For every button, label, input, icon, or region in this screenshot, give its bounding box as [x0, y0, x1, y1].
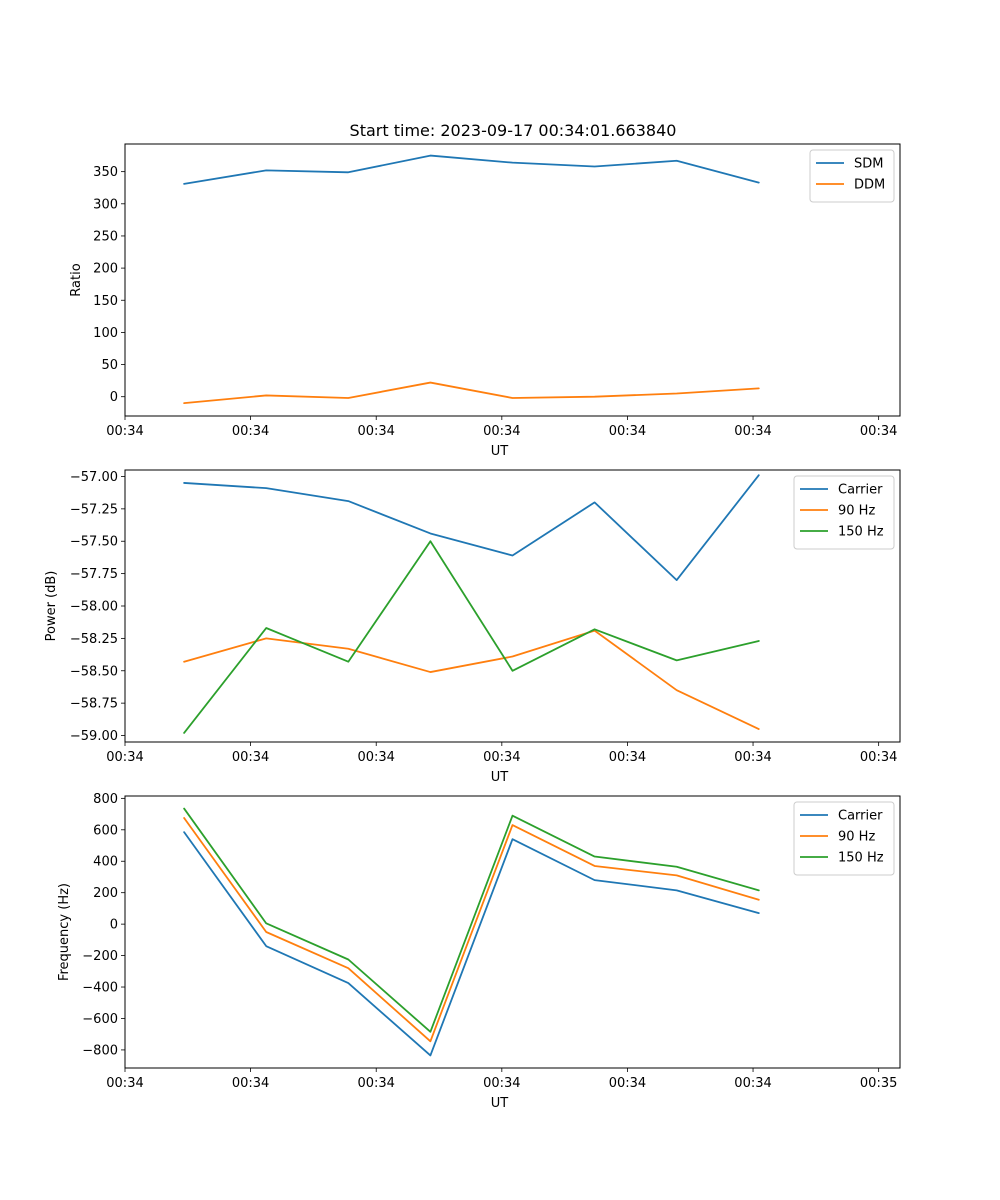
y-tick-label: 200: [93, 886, 118, 901]
y-tick-label: −57.25: [70, 502, 118, 517]
x-tick-label: 00:34: [734, 424, 771, 439]
y-tick-label: 0: [110, 918, 118, 933]
x-tick-label: 00:34: [483, 750, 520, 765]
x-tick-label: 00:34: [232, 424, 269, 439]
y-tick-label: 100: [93, 326, 118, 341]
x-axis-label: UT: [491, 770, 509, 785]
y-tick-label: −58.50: [70, 664, 118, 679]
y-tick-label: 0: [110, 390, 118, 405]
series-line-ddm: [183, 381, 760, 405]
series-line-carrier: [183, 474, 760, 581]
y-tick-label: −400: [82, 981, 118, 996]
y-tick-label: 400: [93, 855, 118, 870]
x-tick-label: 00:34: [483, 1076, 520, 1091]
x-tick-label: 00:34: [357, 424, 394, 439]
legend: SDM DDM: [809, 149, 895, 203]
y-tick-label: −600: [82, 1012, 118, 1027]
chart-title: Start time: 2023-09-17 00:34:01.663840: [350, 121, 677, 140]
x-tick-label: 00:34: [609, 1076, 646, 1091]
x-tick-label: 00:34: [106, 750, 143, 765]
x-tick-label: 00:34: [232, 750, 269, 765]
y-tick-label: −58.25: [70, 632, 118, 647]
y-tick-label: 150: [93, 294, 118, 309]
x-tick-label: 00:34: [106, 424, 143, 439]
x-axis-label: UT: [491, 1096, 509, 1111]
legend-label: Carrier: [838, 809, 883, 824]
panel-3: 00:34 00:34 00:34 00:34 00:34 00:34 00:35 −800 −…: [57, 792, 901, 1111]
y-tick-label: 300: [93, 197, 118, 212]
y-tick-label: −57.00: [70, 470, 118, 485]
y-tick-label: 350: [93, 165, 118, 180]
y-tick-label: 600: [93, 823, 118, 838]
x-tick-label: 00:34: [734, 1076, 771, 1091]
legend: Carrier 90 Hz 150 Hz: [793, 475, 895, 550]
y-tick-label: −59.00: [70, 729, 118, 744]
x-tick-label: 00:34: [609, 424, 646, 439]
legend-label: 150 Hz: [838, 851, 884, 866]
series-line-150-hz: [183, 540, 760, 734]
y-tick-label: 250: [93, 229, 118, 244]
y-tick-label: 800: [93, 792, 118, 807]
legend-label: 90 Hz: [838, 830, 875, 845]
y-axis-label: Power (dB): [44, 571, 59, 642]
series-line-carrier: [183, 831, 760, 1057]
y-tick-label: −58.75: [70, 697, 118, 712]
series-line-sdm: [183, 154, 760, 185]
y-tick-label: 50: [101, 358, 118, 373]
legend-label: 150 Hz: [838, 525, 884, 540]
legend-label: 90 Hz: [838, 504, 875, 519]
x-tick-label: 00:34: [357, 1076, 394, 1091]
panel-1: 00:34 00:34 00:34 00:34 00:34 00:34 00:34 0 50 10…: [69, 143, 901, 459]
panels: 00:34 00:34 00:34 00:34 00:34 00:34 00:34 0 50 10…: [44, 143, 901, 1111]
x-axis-label: UT: [491, 444, 509, 459]
x-tick-label: 00:34: [232, 1076, 269, 1091]
legend-label: Carrier: [838, 483, 883, 498]
y-tick-label: −57.75: [70, 567, 118, 582]
panel-2: 00:34 00:34 00:34 00:34 00:34 00:34 00:34 −59.0…: [44, 469, 901, 785]
x-tick-label: 00:34: [860, 424, 897, 439]
x-tick-label: 00:34: [860, 750, 897, 765]
x-tick-label: 00:34: [106, 1076, 143, 1091]
legend: Carrier 90 Hz 150 Hz: [793, 801, 895, 876]
y-tick-label: −57.50: [70, 535, 118, 550]
x-tick-label: 00:35: [860, 1076, 897, 1091]
series-line-150-hz: [183, 807, 760, 1033]
x-tick-label: 00:34: [483, 424, 520, 439]
y-axis-label: Frequency (Hz): [57, 883, 72, 981]
axes-frame: [124, 795, 901, 1069]
x-tick-label: 00:34: [609, 750, 646, 765]
x-tick-label: 00:34: [734, 750, 771, 765]
y-tick-label: −200: [82, 949, 118, 964]
y-tick-label: 200: [93, 262, 118, 277]
series-line-90-hz: [183, 817, 760, 1043]
legend-label: DDM: [854, 178, 885, 193]
series-line-90-hz: [183, 629, 760, 730]
axes-frame: [124, 143, 901, 417]
legend-label: SDM: [854, 157, 883, 172]
y-tick-label: −58.00: [70, 600, 118, 615]
x-tick-label: 00:34: [357, 750, 394, 765]
y-axis-label: Ratio: [69, 263, 84, 296]
y-tick-label: −800: [82, 1043, 118, 1058]
